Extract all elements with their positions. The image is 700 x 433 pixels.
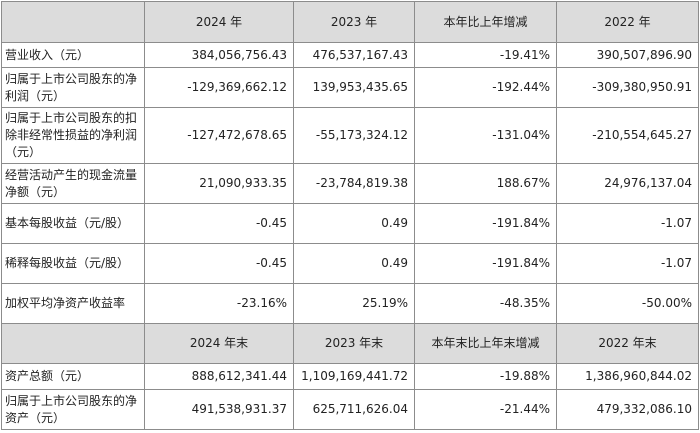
cell: 本年末比上年末增减 bbox=[414, 323, 557, 364]
header-row: 2024 年末 2023 年末 本年末比上年末增减 2022 年末 bbox=[1, 323, 699, 364]
row-label: 营业收入（元） bbox=[1, 42, 145, 68]
cell: -191.84% bbox=[414, 203, 557, 244]
data-row: 加权平均净资产收益率 -23.16% 25.19% -48.35% -50.00% bbox=[1, 283, 699, 324]
cell: 384,056,756.43 bbox=[144, 42, 294, 68]
cell: -0.45 bbox=[144, 243, 294, 284]
data-row: 营业收入（元） 384,056,756.43 476,537,167.43 -19.4… bbox=[1, 42, 699, 68]
cell: 1,109,169,441.72 bbox=[293, 363, 415, 390]
row-label: 资产总额（元） bbox=[1, 363, 145, 390]
cell: -23.16% bbox=[144, 283, 294, 324]
cell: 0.49 bbox=[293, 243, 415, 284]
row-label: 稀释每股收益（元/股） bbox=[1, 243, 145, 284]
cell: 25.19% bbox=[293, 283, 415, 324]
cell: 0.49 bbox=[293, 203, 415, 244]
cell: -129,369,662.12 bbox=[144, 67, 294, 108]
cell: -210,554,645.27 bbox=[556, 107, 699, 164]
cell: -127,472,678.65 bbox=[144, 107, 294, 164]
cell: 2023 年末 bbox=[293, 323, 415, 364]
cell: 476,537,167.43 bbox=[293, 42, 415, 68]
data-row: 稀释每股收益（元/股） -0.45 0.49 -191.84% -1.07 bbox=[1, 243, 699, 284]
data-row: 经营活动产生的现金流量净额（元） 21,090,933.35 -23,784,819… bbox=[1, 163, 699, 204]
cell: -1.07 bbox=[556, 243, 699, 284]
cell: 2024 年末 bbox=[144, 323, 294, 364]
cell: -55,173,324.12 bbox=[293, 107, 415, 164]
cell: 本年比上年增减 bbox=[414, 1, 557, 43]
cell: -0.45 bbox=[144, 203, 294, 244]
cell: -50.00% bbox=[556, 283, 699, 324]
cell: 390,507,896.90 bbox=[556, 42, 699, 68]
cell: -191.84% bbox=[414, 243, 557, 284]
cell: 888,612,341.44 bbox=[144, 363, 294, 390]
cell: 139,953,435.65 bbox=[293, 67, 415, 108]
data-row: 归属于上市公司股东的净资产（元） 491,538,931.37 625,711,62… bbox=[1, 389, 699, 430]
data-row: 归属于上市公司股东的净利润（元） -129,369,662.12 139,953,4… bbox=[1, 67, 699, 108]
row-label: 归属于上市公司股东的净利润（元） bbox=[1, 67, 145, 108]
cell: 625,711,626.04 bbox=[293, 389, 415, 430]
cell: 24,976,137.04 bbox=[556, 163, 699, 204]
cell: 2022 年 bbox=[556, 1, 699, 43]
row-label: 归属于上市公司股东的净资产（元） bbox=[1, 389, 145, 430]
cell: 2022 年末 bbox=[556, 323, 699, 364]
cell: -23,784,819.38 bbox=[293, 163, 415, 204]
cell: -19.88% bbox=[414, 363, 557, 390]
cell: -309,380,950.91 bbox=[556, 67, 699, 108]
cell: -131.04% bbox=[414, 107, 557, 164]
row-label bbox=[1, 323, 145, 364]
row-label bbox=[1, 1, 145, 43]
cell: -19.41% bbox=[414, 42, 557, 68]
data-row: 归属于上市公司股东的扣除非经常性损益的净利润（元） -127,472,678.65… bbox=[1, 107, 699, 164]
cell: -48.35% bbox=[414, 283, 557, 324]
cell: 188.67% bbox=[414, 163, 557, 204]
cell: 2023 年 bbox=[293, 1, 415, 43]
row-label: 经营活动产生的现金流量净额（元） bbox=[1, 163, 145, 204]
cell: 491,538,931.37 bbox=[144, 389, 294, 430]
cell: 2024 年 bbox=[144, 1, 294, 43]
cell: -21.44% bbox=[414, 389, 557, 430]
row-label: 归属于上市公司股东的扣除非经常性损益的净利润（元） bbox=[1, 107, 145, 164]
cell: 21,090,933.35 bbox=[144, 163, 294, 204]
data-row: 基本每股收益（元/股） -0.45 0.49 -191.84% -1.07 bbox=[1, 203, 699, 244]
cell: 1,386,960,844.02 bbox=[556, 363, 699, 390]
header-row: 2024 年 2023 年本年比上年增减 2022 年 bbox=[1, 1, 699, 43]
cell: -1.07 bbox=[556, 203, 699, 244]
data-row: 资产总额（元） 888,612,341.44 1,109,169,441.72 -19… bbox=[1, 363, 699, 390]
row-label: 加权平均净资产收益率 bbox=[1, 283, 145, 324]
row-label: 基本每股收益（元/股） bbox=[1, 203, 145, 244]
cell: 479,332,086.10 bbox=[556, 389, 699, 430]
cell: -192.44% bbox=[414, 67, 557, 108]
